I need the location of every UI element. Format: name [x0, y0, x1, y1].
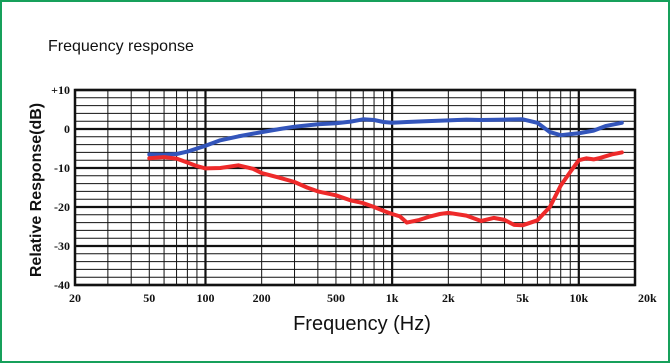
x-tick-label: 20k [638, 291, 657, 305]
chart-title: Frequency response [48, 38, 194, 55]
x-axis-label: Frequency (Hz) [293, 313, 431, 335]
series-line-1 [147, 117, 624, 157]
x-tick-label: 2k [442, 291, 455, 305]
x-tick-label: 20 [69, 291, 81, 305]
tick-labels: 20 50 100 200 500 1k 2k 5k 10k 20k +10 0 -10 -20 -30 -4… [51, 83, 657, 305]
x-tick-label: 10k [569, 291, 588, 305]
y-tick-label: -40 [54, 278, 70, 292]
y-tick-label: -20 [54, 200, 70, 214]
y-tick-label: -10 [54, 161, 70, 175]
x-tick-label: 200 [253, 291, 271, 305]
grid [73, 88, 637, 287]
x-tick-label: 1k [386, 291, 399, 305]
x-tick-label: 50 [143, 291, 155, 305]
y-tick-label: -30 [54, 239, 70, 253]
y-tick-label: +10 [51, 83, 70, 97]
series-line-2 [147, 150, 624, 228]
series-lines [147, 117, 624, 228]
y-tick-label: 0 [64, 122, 70, 136]
x-tick-label: 500 [327, 291, 345, 305]
plot-border [73, 88, 637, 287]
x-tick-label: 5k [516, 291, 529, 305]
x-tick-label: 100 [196, 291, 214, 305]
y-axis-label: Relative Response(dB) [28, 103, 45, 277]
